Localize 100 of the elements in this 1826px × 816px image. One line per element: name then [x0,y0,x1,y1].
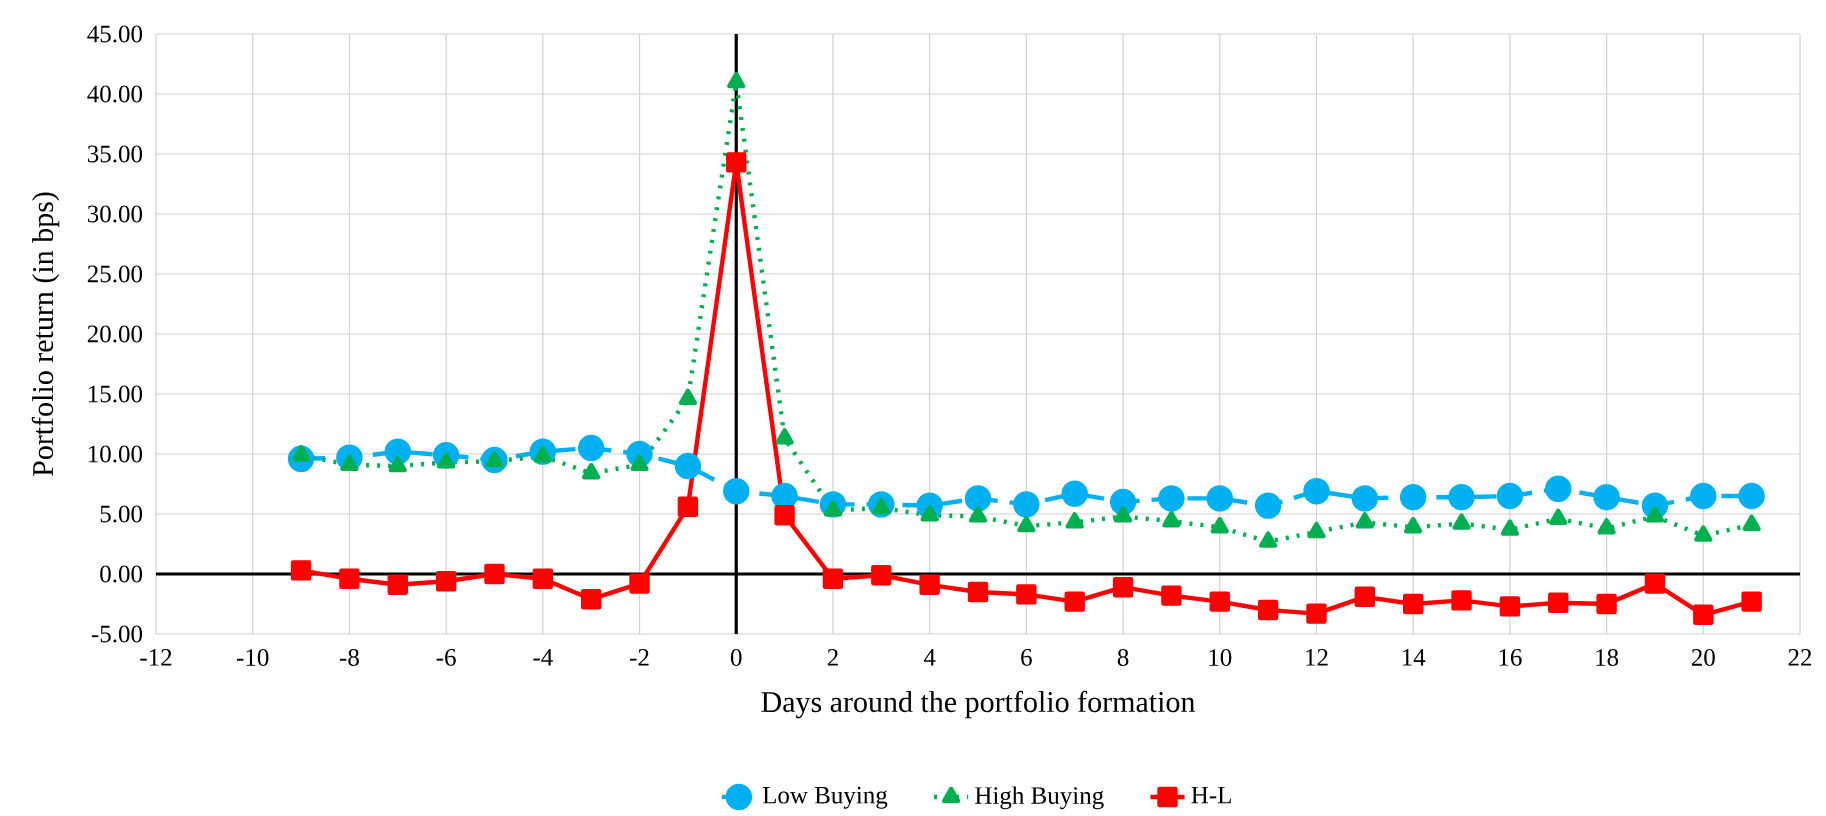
y-tick-label: 10.00 [88,445,143,463]
point [964,485,992,512]
point [1597,518,1616,535]
point [630,454,649,472]
point [577,435,605,462]
point [1016,584,1037,605]
point [678,388,698,406]
point [1448,484,1475,511]
x-tick-label: 0 [730,649,742,667]
point [677,496,699,518]
x-tick-label: 12 [1306,649,1328,666]
legend-label: H-L [1191,787,1231,804]
x-tick-label: 18 [1596,649,1619,667]
x-tick-label: 6 [1021,649,1032,667]
x-tick-label: 16 [1499,649,1522,667]
y-tick-label: 5.00 [100,505,143,523]
y-tick-label: 0.00 [100,565,143,583]
point [339,568,360,590]
point [629,573,650,595]
point [967,582,989,603]
point [1112,577,1134,598]
y-tick-label: 25.00 [87,265,143,283]
y-tick-label: 45.00 [87,25,143,43]
point [1158,485,1185,512]
y-tick-label: 40.00 [87,85,143,103]
x-tick-label: 22 [1788,649,1812,666]
x-tick-label: 20 [1691,649,1715,667]
x-tick-label: -10 [236,649,269,667]
point [582,463,601,480]
y-tick-label: 20.00 [87,325,143,343]
point [1303,478,1330,505]
point [1402,594,1424,615]
point [580,589,602,610]
point [1113,506,1133,523]
x-tick-label: -8 [339,649,359,667]
point [1061,480,1088,508]
x-axis-title: Days around the portfolio formation [761,691,1196,719]
point [1499,596,1521,617]
point [1693,604,1714,626]
point [1258,531,1278,549]
y-tick-label: 15.00 [88,385,143,403]
point [1500,519,1520,537]
point [775,428,794,445]
point [1017,516,1036,533]
point [1452,513,1471,531]
point [1351,485,1379,512]
point [1206,485,1233,512]
legend-label: Low Buying [762,787,888,809]
point [1399,484,1427,511]
point [1742,514,1761,532]
x-tick-label: -6 [436,649,456,667]
point [723,478,750,505]
point [1355,512,1374,529]
point [774,505,795,526]
point [726,152,747,173]
point [674,453,702,480]
point [1210,517,1229,534]
y-tick-label: -5.00 [91,625,143,643]
point [1545,475,1572,503]
point [919,574,940,596]
x-tick-label: 10 [1209,649,1232,667]
point [968,506,988,523]
point [727,72,746,89]
point [1593,484,1620,511]
point [484,564,505,585]
point [1162,511,1181,528]
y-axis-title: Portfolio return (in bps) [31,192,60,477]
point [1013,491,1040,518]
x-tick-label: 14 [1402,649,1426,666]
point [1694,525,1713,543]
point [1548,592,1569,614]
point [1451,590,1472,611]
point [290,560,312,581]
legend-label: High Buying [975,786,1104,810]
point [1354,586,1376,608]
point [1209,591,1230,613]
point [1404,517,1423,534]
point [822,568,844,590]
point [1549,508,1568,526]
point [1064,591,1085,613]
point [1738,483,1765,510]
x-tick-label: 4 [923,649,936,666]
point [1254,492,1282,520]
point [532,568,554,590]
y-tick-label: 30.00 [87,205,143,223]
point [1644,573,1666,595]
point [1257,600,1279,621]
x-tick-label: 8 [1117,649,1129,667]
y-tick-label: 35.00 [87,145,143,163]
x-tick-label: -2 [630,649,649,666]
x-tick-label: -4 [533,649,553,666]
point [1596,594,1617,615]
point [387,574,408,596]
point [1161,585,1182,607]
point [1496,483,1524,510]
point [388,456,407,473]
point [1306,603,1327,625]
point [1741,591,1762,613]
point [1065,512,1084,529]
point [1690,483,1717,510]
